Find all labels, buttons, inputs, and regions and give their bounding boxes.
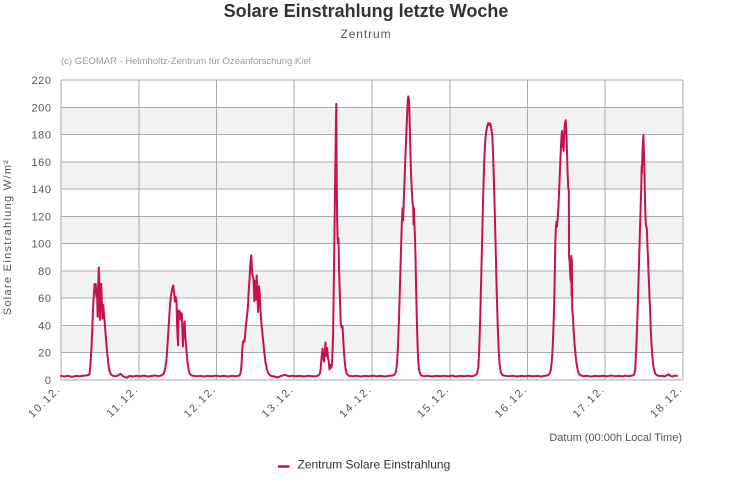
svg-text:140: 140 xyxy=(31,184,51,196)
svg-text:Datum (00:00h Local Time): Datum (00:00h Local Time) xyxy=(549,432,682,444)
svg-text:0: 0 xyxy=(45,375,52,387)
svg-text:Solare Einstrahlung W/m²: Solare Einstrahlung W/m² xyxy=(2,159,14,316)
svg-text:120: 120 xyxy=(31,211,51,223)
svg-text:220: 220 xyxy=(31,75,51,87)
svg-text:100: 100 xyxy=(31,239,51,251)
svg-text:Zentrum Solare Einstrahlung: Zentrum Solare Einstrahlung xyxy=(298,458,451,472)
svg-text:160: 160 xyxy=(31,157,51,169)
svg-text:Solare Einstrahlung letzte Woc: Solare Einstrahlung letzte Woche xyxy=(224,1,509,21)
svg-text:200: 200 xyxy=(31,102,51,114)
svg-text:180: 180 xyxy=(31,130,51,142)
svg-text:60: 60 xyxy=(38,293,51,305)
svg-text:Zentrum: Zentrum xyxy=(341,27,392,41)
svg-text:40: 40 xyxy=(38,321,51,333)
svg-text:20: 20 xyxy=(38,348,51,360)
svg-text:80: 80 xyxy=(38,266,51,278)
svg-text:(c) GEOMAR - Helmholtz-Zentrum: (c) GEOMAR - Helmholtz-Zentrum für Ozean… xyxy=(61,56,311,67)
